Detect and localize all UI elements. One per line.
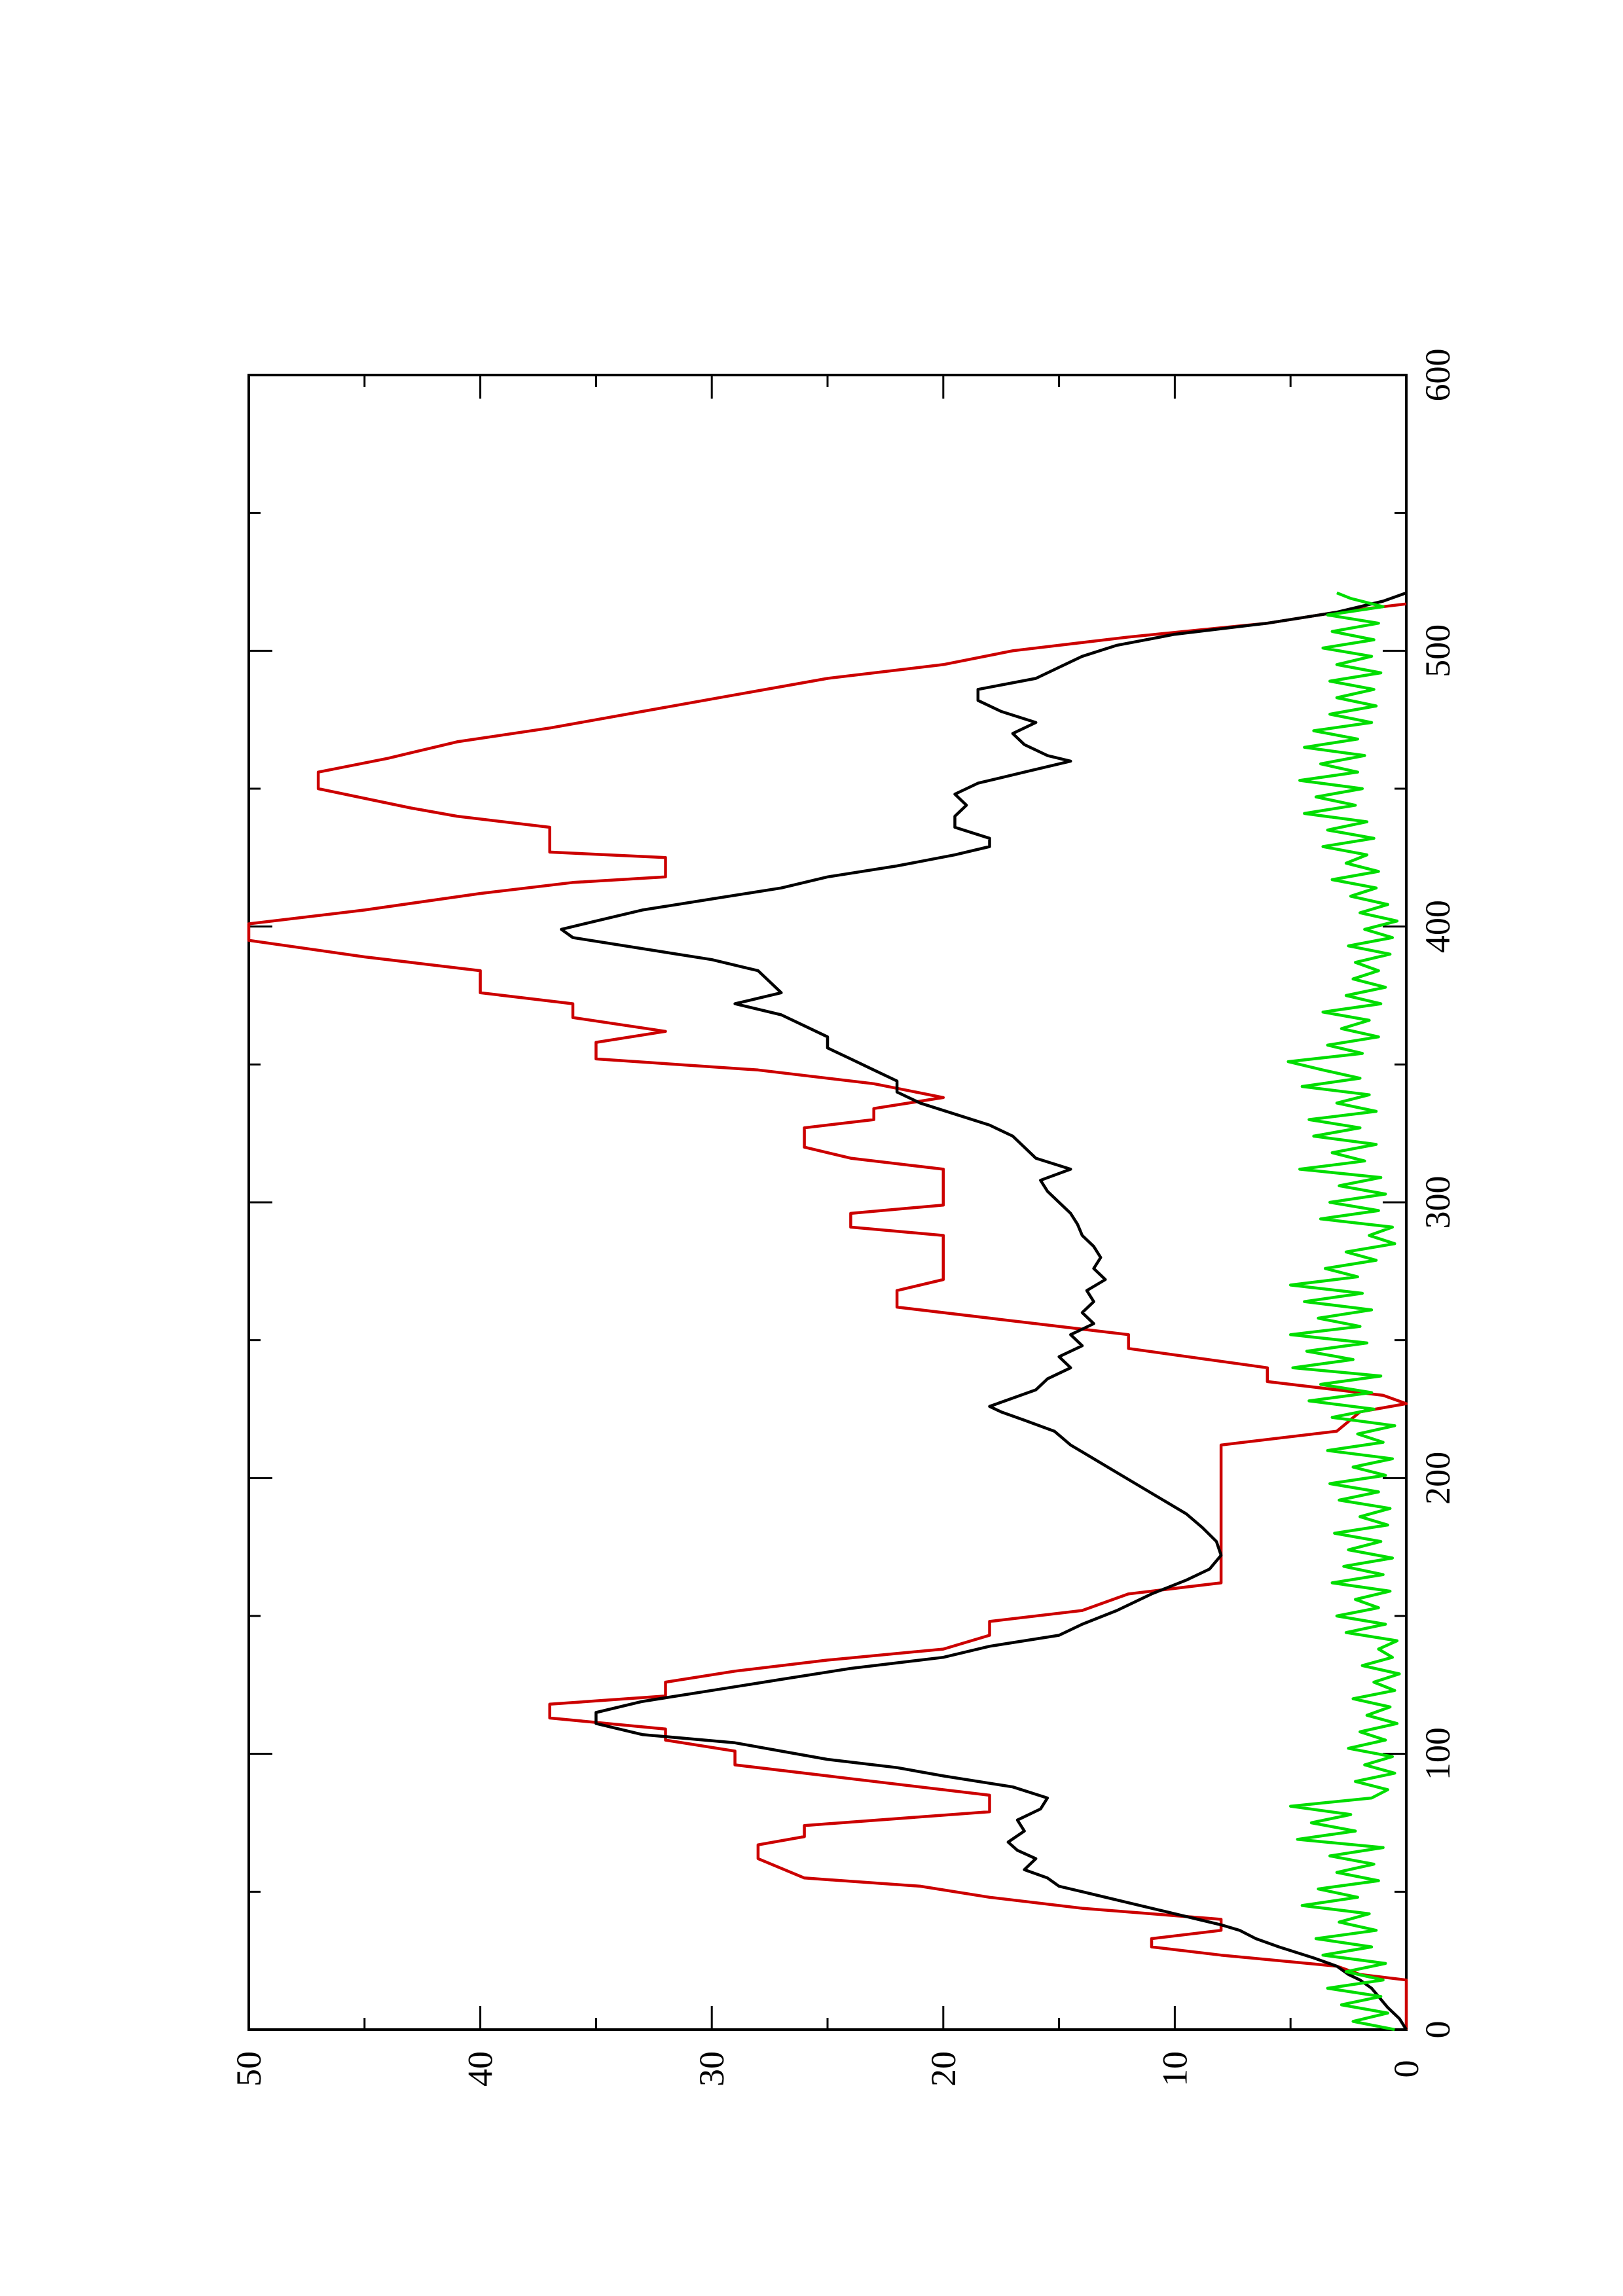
- plot-frame: [247, 374, 1408, 2031]
- y-tick-label: 10: [1155, 2051, 1194, 2087]
- y-tick-label: 20: [924, 2051, 963, 2087]
- axis-ticks: [247, 374, 1408, 2031]
- y-tick-label: 30: [692, 2051, 731, 2087]
- x-tick-label: 100: [1418, 1727, 1457, 1780]
- x-tick-label: 600: [1418, 349, 1457, 402]
- red-step-series-line: [247, 602, 1408, 2030]
- x-tick-label: 300: [1418, 1176, 1457, 1229]
- y-axis-tick-labels: 0 10 20 30 40 50: [229, 2051, 1426, 2087]
- x-tick-label: 200: [1418, 1452, 1457, 1505]
- x-tick-label: 0: [1418, 2021, 1457, 2039]
- green-series-line: [1286, 591, 1401, 2032]
- series-group: [247, 591, 1408, 2032]
- black-series-line: [560, 591, 1408, 2031]
- y-tick-label: 50: [229, 2051, 268, 2087]
- x-tick-label: 500: [1418, 624, 1457, 677]
- y-tick-label: 40: [461, 2051, 500, 2087]
- x-tick-label: 400: [1418, 900, 1457, 953]
- x-axis-tick-labels: 0 100 200 300 400 500 600: [1418, 349, 1457, 2039]
- y-tick-label: 0: [1387, 2060, 1426, 2078]
